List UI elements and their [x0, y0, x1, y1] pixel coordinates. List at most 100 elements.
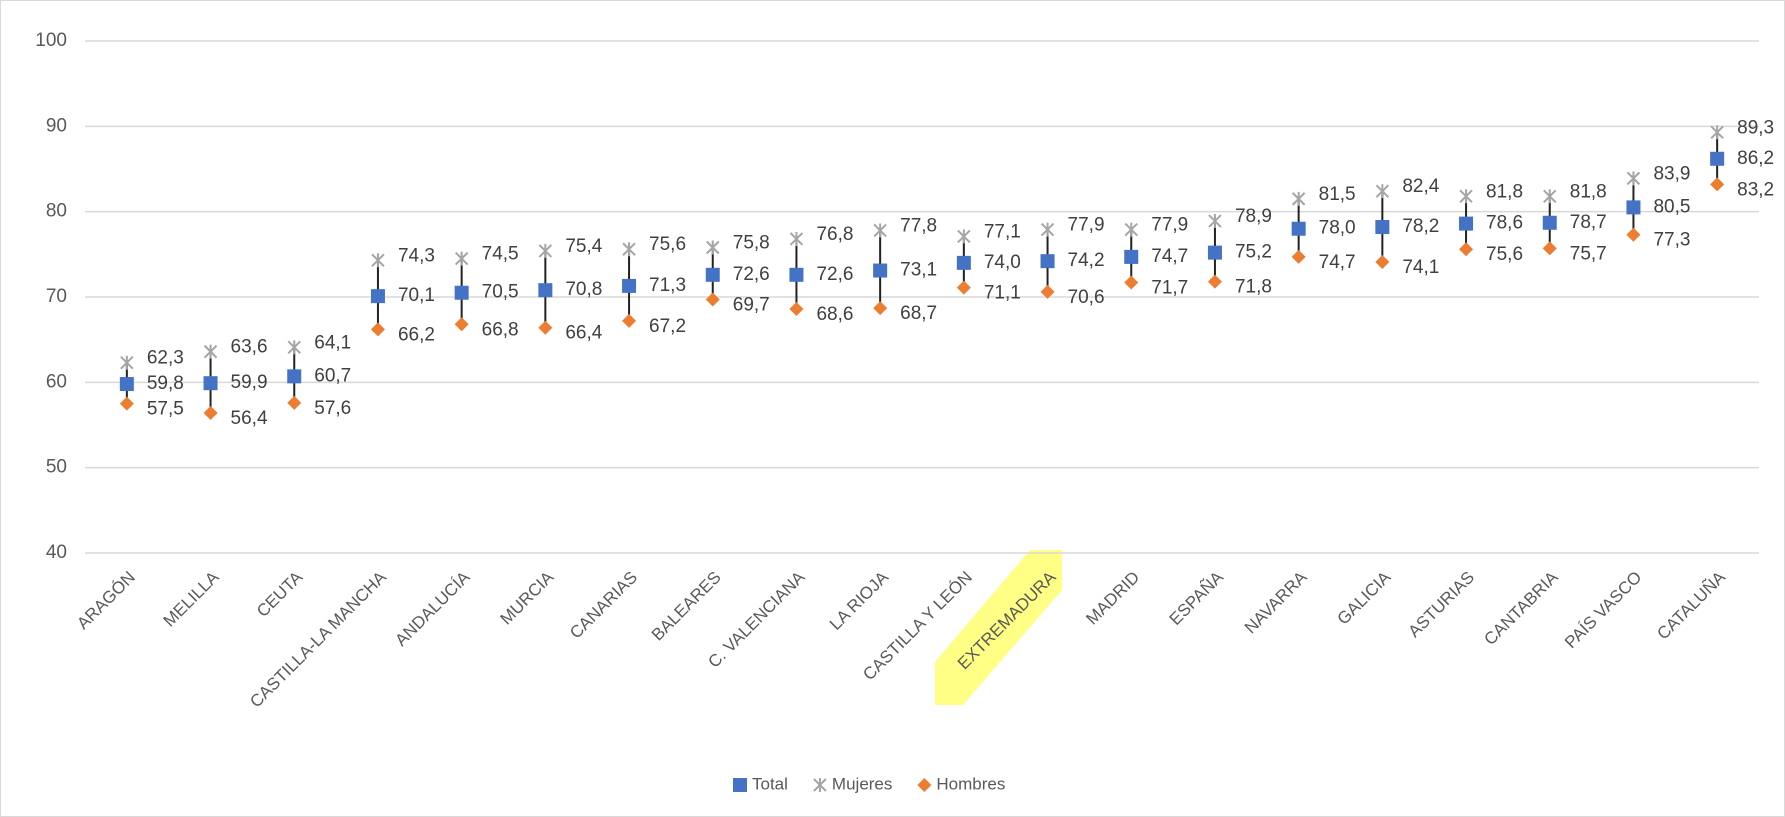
- y-tick-label: 40: [46, 542, 67, 563]
- y-tick-label: 90: [46, 115, 67, 136]
- data-label: 75,2: [1235, 242, 1272, 263]
- data-label: 74,1: [1402, 257, 1439, 278]
- data-label: 81,5: [1319, 184, 1356, 205]
- marker: [538, 320, 553, 335]
- marker: [1375, 255, 1390, 270]
- data-label: 69,7: [733, 295, 770, 316]
- marker: [454, 285, 469, 300]
- marker: [873, 263, 888, 278]
- y-tick-label: 50: [46, 457, 67, 478]
- data-label: 89,3: [1737, 117, 1774, 138]
- data-label: 75,6: [1486, 244, 1523, 265]
- marker: [789, 231, 804, 246]
- marker: [1626, 171, 1641, 186]
- marker: [1208, 214, 1222, 229]
- marker: [1124, 249, 1139, 264]
- data-label: 57,6: [314, 398, 351, 419]
- data-label: 71,8: [1235, 277, 1272, 298]
- marker: [813, 778, 827, 792]
- marker: [873, 301, 888, 316]
- marker: [1543, 189, 1557, 204]
- data-label: 71,1: [984, 283, 1021, 304]
- data-label: 68,6: [816, 304, 853, 325]
- marker: [789, 301, 804, 316]
- marker: [1459, 189, 1473, 204]
- marker: [203, 344, 218, 359]
- data-label: 75,7: [1570, 243, 1607, 264]
- marker: [1710, 151, 1725, 166]
- data-label: 78,0: [1319, 218, 1356, 239]
- marker: [287, 369, 302, 384]
- data-label: 75,8: [733, 233, 770, 254]
- data-label: 71,3: [649, 275, 686, 296]
- marker: [203, 376, 218, 391]
- data-label: 68,7: [900, 303, 937, 324]
- marker: [1375, 220, 1390, 235]
- marker: [1626, 227, 1641, 242]
- marker: [706, 240, 720, 255]
- marker: [1542, 215, 1557, 230]
- marker: [287, 395, 302, 410]
- marker: [1710, 125, 1724, 140]
- marker: [1207, 245, 1222, 260]
- marker: [370, 289, 385, 304]
- marker: [538, 283, 553, 298]
- marker: [622, 313, 637, 328]
- data-label: 81,8: [1486, 181, 1523, 202]
- marker: [873, 223, 887, 238]
- legend-label: Total: [752, 774, 788, 793]
- data-label: 76,8: [816, 224, 853, 245]
- data-label: 72,6: [733, 264, 770, 285]
- data-label: 63,6: [231, 337, 268, 358]
- data-label: 77,8: [900, 215, 937, 236]
- highlight: [935, 550, 1062, 705]
- data-label: 77,9: [1151, 215, 1188, 236]
- legend-label: Hombres: [936, 774, 1005, 793]
- marker: [119, 396, 134, 411]
- data-label: 74,7: [1151, 246, 1188, 267]
- data-label: 70,6: [1068, 287, 1105, 308]
- data-label: 57,5: [147, 399, 184, 420]
- marker: [1459, 216, 1474, 231]
- data-label: 74,7: [1319, 252, 1356, 273]
- marker: [622, 242, 636, 257]
- marker: [1040, 284, 1055, 299]
- marker: [1291, 249, 1306, 264]
- data-label: 70,1: [398, 285, 435, 306]
- marker: [454, 251, 469, 266]
- marker: [956, 280, 971, 295]
- data-label: 60,7: [314, 365, 351, 386]
- data-label: 73,1: [900, 260, 937, 281]
- y-tick-label: 80: [46, 201, 67, 222]
- marker: [1375, 184, 1390, 199]
- marker: [370, 322, 385, 337]
- data-label: 83,2: [1737, 179, 1774, 200]
- marker: [1124, 222, 1138, 237]
- marker: [454, 317, 469, 332]
- marker: [1626, 200, 1641, 215]
- data-label: 74,5: [482, 244, 519, 265]
- data-label: 78,6: [1486, 213, 1523, 234]
- marker: [538, 243, 553, 258]
- data-label: 70,5: [482, 282, 519, 303]
- marker: [705, 292, 720, 307]
- marker: [957, 229, 971, 244]
- data-label: 75,6: [649, 234, 686, 255]
- marker: [917, 778, 932, 792]
- marker: [371, 253, 385, 268]
- marker: [789, 267, 804, 282]
- data-label: 81,8: [1570, 181, 1607, 202]
- data-label: 74,0: [984, 252, 1021, 273]
- marker: [1124, 275, 1139, 290]
- marker: [622, 278, 637, 293]
- marker: [119, 377, 134, 392]
- marker: [1542, 241, 1557, 256]
- data-label: 59,8: [147, 373, 184, 394]
- data-label: 56,4: [231, 408, 268, 429]
- data-label: 78,2: [1402, 216, 1439, 237]
- data-label: 66,2: [398, 324, 435, 345]
- data-label: 66,8: [482, 319, 519, 340]
- marker: [120, 355, 134, 370]
- marker: [1291, 191, 1306, 206]
